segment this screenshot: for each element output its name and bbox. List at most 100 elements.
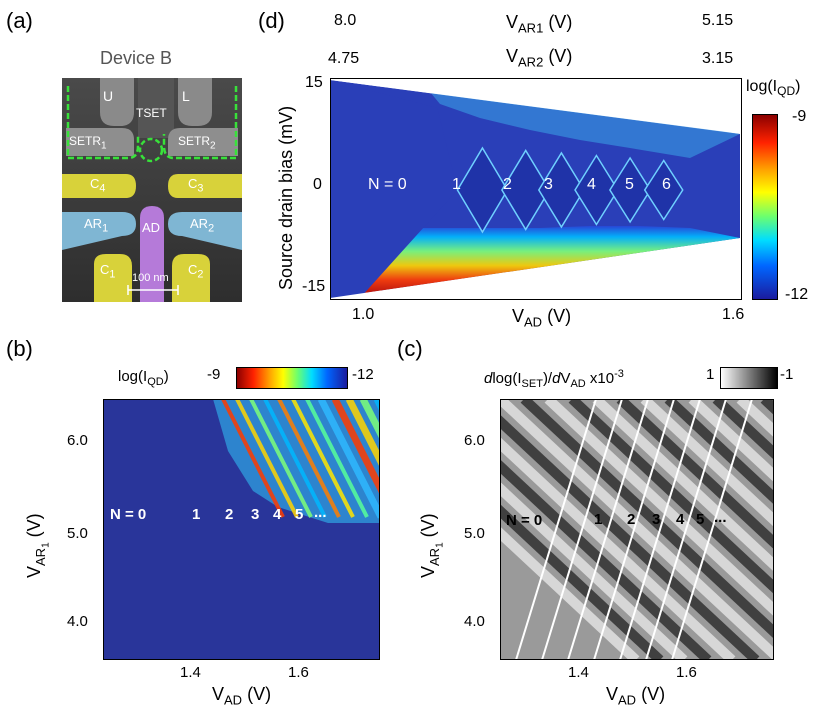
label-c3: C3 [188, 176, 204, 195]
coulomb-diamond [643, 159, 684, 221]
b-cbar-min: -9 [207, 366, 221, 383]
b-ytick-4: 4.0 [67, 613, 88, 630]
plot-c-band [640, 399, 774, 528]
top-axis1-label: VAR1 (V) [506, 12, 573, 36]
b-cbar-label: log(IQD) [118, 368, 169, 388]
panel-d-label: (d) [258, 8, 285, 33]
top-axis1-right: 5.15 [702, 12, 734, 29]
c-label-n3: 3 [652, 511, 661, 528]
plot-c-band [500, 504, 664, 660]
b-xtick-1.6: 1.6 [288, 664, 309, 681]
d-cbar-top: -9 [792, 108, 807, 125]
plot-c-transition-line [619, 399, 701, 660]
plot-c-transition-line [567, 399, 649, 660]
b-label-n3: 3 [251, 506, 260, 523]
coulomb-diamond [330, 80, 458, 298]
gate-l [178, 78, 212, 126]
plot-c-band [500, 459, 712, 660]
label-n5: 5 [625, 176, 634, 193]
gate-ar1 [62, 212, 136, 250]
coulomb-diamond [330, 238, 742, 300]
label-n4: 4 [587, 176, 596, 193]
b-ytick-6: 6.0 [67, 432, 88, 449]
c-xtick-1.4: 1.4 [568, 664, 589, 681]
b-label-n1: 1 [192, 506, 201, 523]
label-c4: C4 [90, 176, 106, 195]
plot-c-transition-line [671, 399, 753, 660]
label-tset: TSET [136, 106, 167, 120]
d-xtick-1.6: 1.6 [722, 306, 745, 323]
scale-bar-label: 100 nm [132, 272, 169, 284]
gate-setr1 [66, 128, 134, 156]
top-axis2-label: VAR2 (V) [506, 46, 573, 70]
c-ytick-4: 4.0 [464, 613, 485, 630]
label-n2: 2 [503, 176, 512, 193]
plot-b-stripe [235, 399, 299, 518]
label-n1: 1 [452, 176, 461, 193]
plot-c-band [500, 526, 640, 660]
label-n0: N = 0 [368, 176, 407, 193]
label-n3: 3 [544, 176, 553, 193]
gate-tset [138, 78, 174, 138]
plot-b-stripe [305, 399, 369, 518]
d-ytick-15: 15 [305, 74, 323, 91]
gate-c4 [62, 174, 136, 198]
plot-b-stripe [291, 399, 355, 518]
c-label-n1: 1 [594, 511, 603, 528]
c-ytick-5: 5.0 [464, 525, 485, 542]
d-ylabel: Source drain bias (mV) [276, 105, 296, 290]
plot-c-transition-line [541, 399, 623, 660]
label-u: U [103, 88, 114, 104]
plot-c [500, 399, 774, 660]
d-xlabel: VAD (V) [512, 306, 572, 330]
device-title: Device B [100, 48, 173, 68]
c-cbar-min: 1 [706, 366, 715, 383]
c-label-n5: 5 [696, 511, 705, 528]
plot-c-transition-line [593, 399, 675, 660]
plot-b-stripe [317, 399, 380, 519]
c-xlabel: VAD (V) [606, 684, 666, 708]
b-label-n0: N = 0 [110, 506, 147, 523]
conduction-region-lower [330, 226, 740, 298]
plot-b-stripe [249, 399, 313, 518]
plot-b-stripe [221, 399, 285, 518]
device-micrograph [62, 78, 242, 302]
gate-ad [140, 206, 164, 302]
c-cbar-label: dlog(ISET)/dVAD x10-3 [484, 368, 624, 390]
gate-u [100, 78, 134, 126]
d-colorbar [752, 114, 778, 300]
plot-b-stripe [331, 399, 380, 496]
label-c1: C1 [100, 262, 116, 281]
c-label-n2: 2 [627, 511, 636, 528]
gate-setr2 [168, 128, 238, 156]
coulomb-diamonds [330, 78, 742, 300]
plot-c-band [500, 399, 774, 660]
label-setr2: SETR2 [178, 134, 216, 152]
d-xtick-1.0: 1.0 [352, 306, 375, 323]
plot-c-band [520, 399, 774, 639]
diamond-plot [330, 78, 742, 300]
c-xtick-1.6: 1.6 [676, 664, 697, 681]
gate-c3 [168, 174, 242, 198]
plot-c-band [712, 399, 774, 460]
label-ar2: AR2 [190, 216, 215, 235]
panel-b-label: (b) [6, 336, 33, 361]
c-cbar-max: -1 [780, 366, 794, 383]
d-ytick-0: 0 [313, 176, 322, 193]
d-cbar-label: log(IQD) [746, 78, 801, 99]
top-axis2-left: 4.75 [328, 50, 360, 67]
setr1-outline [66, 86, 140, 160]
label-n6: 6 [662, 176, 671, 193]
top-axis2-right: 3.15 [702, 50, 734, 67]
plot-c-band [664, 399, 774, 505]
label-ar1: AR1 [84, 216, 109, 235]
label-c2: C2 [188, 262, 204, 281]
b-label-n2: 2 [225, 506, 234, 523]
plot-c-stripes [500, 399, 774, 660]
gate-c1 [94, 254, 132, 302]
b-xlabel: VAD (V) [212, 684, 272, 708]
d-ytick-neg15: -15 [302, 278, 326, 295]
d-cbar-bottom: -12 [785, 286, 809, 303]
plot-b-stripe [359, 399, 380, 441]
b-label-dots: ... [314, 504, 327, 521]
